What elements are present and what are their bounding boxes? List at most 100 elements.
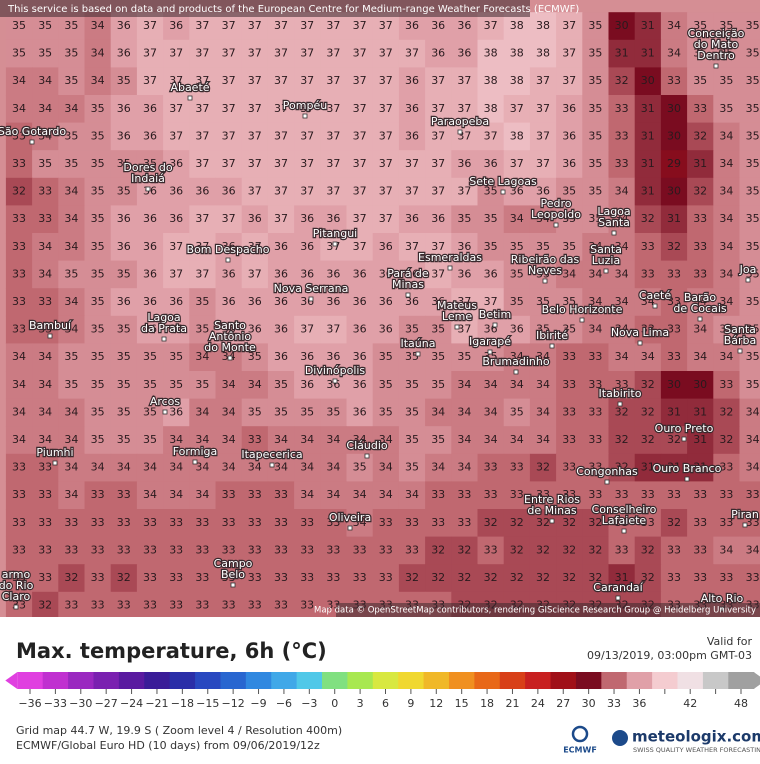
grid-value: 37 (353, 212, 367, 225)
grid-value: 34 (38, 74, 52, 87)
grid-value: 35 (588, 19, 602, 32)
grid-value: 37 (536, 74, 550, 87)
town-marker (162, 337, 166, 341)
grid-value: 30 (693, 378, 707, 391)
grid-value: 33 (693, 571, 707, 584)
grid-value: 37 (353, 47, 367, 60)
grid-value: 36 (117, 212, 131, 225)
grid-value: 35 (169, 350, 183, 363)
grid-value: 36 (326, 212, 340, 225)
grid-value: 33 (274, 543, 288, 556)
grid-value: 33 (248, 571, 262, 584)
grid-value: 30 (667, 129, 681, 142)
grid-value: 37 (300, 129, 314, 142)
town-marker (333, 242, 337, 246)
grid-value: 33 (64, 599, 78, 612)
grid-value: 34 (248, 378, 262, 391)
grid-value: 33 (562, 350, 576, 363)
town-name: Minas (392, 278, 424, 291)
grid-value: 35 (746, 102, 760, 115)
grid-value: 36 (195, 185, 209, 198)
grid-value: 35 (274, 378, 288, 391)
grid-value: 33 (379, 543, 393, 556)
town-marker (746, 278, 750, 282)
grid-value: 33 (91, 599, 105, 612)
grid-value: 33 (64, 543, 78, 556)
grid-value: 37 (379, 102, 393, 115)
grid-value: 36 (405, 74, 419, 87)
grid-value: 33 (562, 405, 576, 418)
grid-value: 36 (326, 295, 340, 308)
grid-value: 35 (562, 185, 576, 198)
grid-value: 37 (353, 157, 367, 170)
grid-value: 35 (746, 295, 760, 308)
town-marker (30, 140, 34, 144)
grid-value: 33 (562, 378, 576, 391)
grid-value: 34 (12, 102, 26, 115)
grid-value: 33 (117, 543, 131, 556)
grid-value: 35 (746, 74, 760, 87)
grid-value: 34 (195, 405, 209, 418)
grid-value: 29 (667, 157, 681, 170)
grid-value: 32 (641, 571, 655, 584)
grid-value: 33 (379, 516, 393, 529)
grid-value: 37 (143, 19, 157, 32)
grid-value: 37 (169, 267, 183, 280)
colorbar-tick-label: −30 (69, 697, 92, 710)
grid-value: 31 (615, 47, 629, 60)
grid-value: 34 (38, 378, 52, 391)
colorbar-segment (246, 672, 272, 689)
grid-value: 36 (405, 129, 419, 142)
grid-value: 33 (195, 543, 209, 556)
colorbar-tick-label: −15 (196, 697, 219, 710)
grid-value: 34 (38, 102, 52, 115)
grid-value: 34 (457, 378, 471, 391)
grid-value: 37 (169, 47, 183, 60)
grid-value: 33 (615, 543, 629, 556)
grid-value: 31 (641, 129, 655, 142)
grid-value: 34 (379, 488, 393, 501)
town-name: Pitangui (313, 227, 357, 240)
town-marker (653, 304, 657, 308)
grid-value: 35 (91, 267, 105, 280)
grid-value: 33 (693, 102, 707, 115)
attribution: Map data © OpenStreetMap contributors, r… (314, 606, 756, 616)
grid-value: 36 (274, 240, 288, 253)
grid-value: 37 (379, 74, 393, 87)
grid-value: 33 (274, 571, 288, 584)
grid-value: 37 (169, 129, 183, 142)
grid-value: 37 (222, 212, 236, 225)
grid-value: 33 (143, 571, 157, 584)
town-name: Itapecerica (241, 448, 302, 461)
town-name: Ouro Branco (653, 462, 722, 475)
town-name: do Monte (204, 341, 256, 354)
town-marker (738, 349, 742, 353)
colorbar-segment (170, 672, 196, 689)
valid-time: 09/13/2019, 03:00pm GMT-03 (587, 649, 752, 662)
grid-value: 31 (693, 157, 707, 170)
grid-value: 36 (143, 129, 157, 142)
grid-value: 36 (222, 267, 236, 280)
grid-value: 35 (64, 350, 78, 363)
colorbar-tick-label: −21 (145, 697, 168, 710)
grid-value: 36 (379, 240, 393, 253)
grid-value: 35 (64, 47, 78, 60)
grid-value: 36 (274, 350, 288, 363)
town-name: Belo (221, 568, 245, 581)
grid-value: 32 (431, 571, 445, 584)
colorbar-segment (68, 672, 94, 689)
grid-value: 32 (536, 543, 550, 556)
grid-value: 37 (353, 240, 367, 253)
grid-value: 36 (562, 157, 576, 170)
grid-value: 36 (222, 295, 236, 308)
grid-value: 35 (588, 157, 602, 170)
grid-value: 37 (405, 47, 419, 60)
grid-value: 37 (222, 129, 236, 142)
town-marker (270, 463, 274, 467)
colorbar-segment (627, 672, 653, 689)
colorbar-tick-label: −36 (18, 697, 41, 710)
town-name: Indaiá (131, 172, 165, 185)
colorbar-tick-label: 15 (455, 697, 469, 710)
grid-value: 33 (195, 571, 209, 584)
